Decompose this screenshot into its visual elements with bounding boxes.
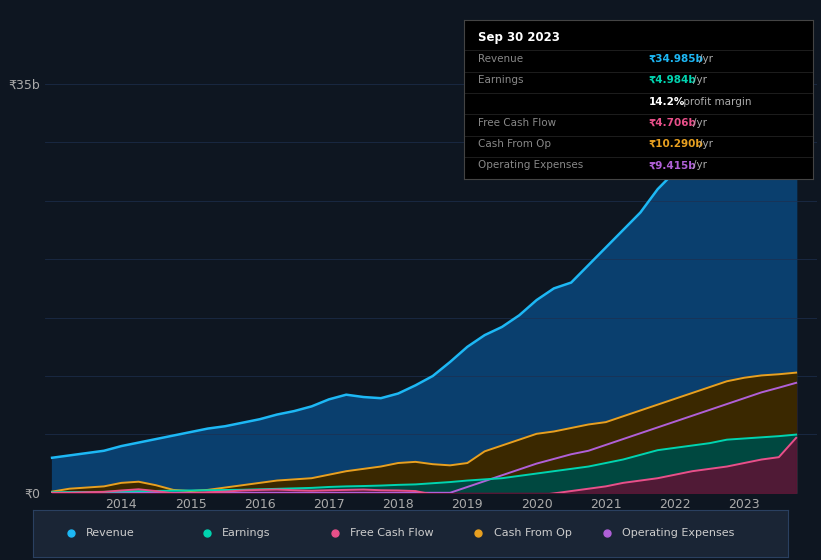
Text: /yr: /yr (693, 160, 707, 170)
Text: ₹4.706b: ₹4.706b (649, 118, 697, 128)
Text: Revenue: Revenue (478, 54, 523, 64)
Text: Free Cash Flow: Free Cash Flow (478, 118, 556, 128)
Text: Earnings: Earnings (478, 75, 523, 85)
Text: ₹34.985b: ₹34.985b (649, 54, 704, 64)
Text: ₹9.415b: ₹9.415b (649, 160, 696, 170)
Text: /yr: /yr (699, 54, 713, 64)
Text: Revenue: Revenue (85, 529, 135, 538)
Text: /yr: /yr (693, 118, 707, 128)
Text: Earnings: Earnings (222, 529, 270, 538)
Text: Free Cash Flow: Free Cash Flow (350, 529, 433, 538)
Text: Cash From Op: Cash From Op (493, 529, 571, 538)
Text: /yr: /yr (693, 75, 707, 85)
Text: Operating Expenses: Operating Expenses (622, 529, 734, 538)
Text: /yr: /yr (699, 139, 713, 149)
Text: Cash From Op: Cash From Op (478, 139, 551, 149)
Text: ₹10.290b: ₹10.290b (649, 139, 704, 149)
Text: ₹4.984b: ₹4.984b (649, 75, 697, 85)
Text: 14.2%: 14.2% (649, 96, 686, 106)
Text: Operating Expenses: Operating Expenses (478, 160, 583, 170)
Text: profit margin: profit margin (680, 96, 752, 106)
Text: Sep 30 2023: Sep 30 2023 (478, 31, 560, 44)
